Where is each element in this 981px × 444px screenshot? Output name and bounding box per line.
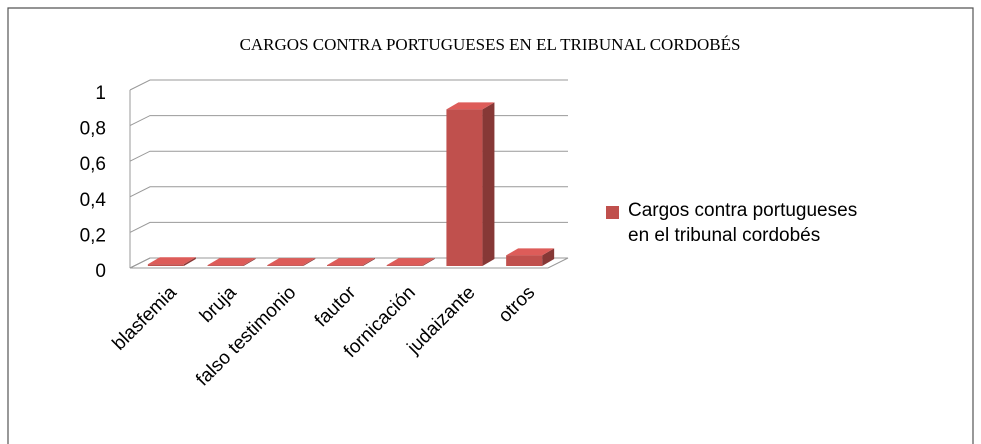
- bar: [446, 102, 495, 266]
- grid-line: [129, 186, 568, 198]
- y-tick-label: 0,4: [80, 190, 107, 211]
- x-tick-label: bruja: [196, 282, 241, 327]
- legend: Cargos contra portugueses en el tribunal…: [628, 200, 858, 246]
- bar-side: [363, 258, 375, 266]
- bar: [267, 258, 316, 266]
- bar-side: [243, 258, 256, 266]
- grid-line: [129, 221, 568, 233]
- bar-top: [267, 258, 316, 266]
- bar: [506, 248, 555, 266]
- bar-top: [506, 248, 555, 256]
- bar-side: [542, 248, 555, 266]
- bar: [327, 258, 375, 266]
- bar-front: [267, 265, 304, 266]
- y-tick-label: 0: [95, 261, 106, 282]
- bar: [386, 258, 435, 266]
- bar-side: [183, 257, 196, 266]
- grid-line: [129, 150, 568, 162]
- bar-front: [446, 109, 483, 266]
- legend-label: Cargos contra portugueses en el tribunal…: [628, 200, 858, 246]
- y-tick-label: 0,2: [80, 225, 106, 246]
- bar-side: [482, 102, 495, 266]
- y-tick-label: 0,8: [80, 119, 106, 140]
- bar-front: [327, 265, 363, 266]
- bar-top: [386, 258, 435, 266]
- bar-front: [147, 264, 184, 266]
- bar: [207, 258, 256, 266]
- y-tick-label: 1: [95, 83, 106, 104]
- bar-front: [207, 265, 244, 266]
- bar-front: [386, 265, 423, 266]
- grid-line: [129, 115, 568, 127]
- bar: [147, 257, 196, 266]
- legend-swatch: [606, 206, 619, 219]
- bar-side: [422, 258, 435, 266]
- chart-title: CARGOS CONTRA PORTUGUESES EN EL TRIBUNAL…: [240, 35, 741, 54]
- bar-side: [303, 258, 316, 266]
- y-tick-label: 0,6: [80, 154, 106, 175]
- bar-top: [446, 102, 495, 110]
- x-tick-label: otros: [495, 282, 540, 327]
- bar-top: [327, 258, 375, 266]
- bar-front: [506, 255, 543, 266]
- floor: [129, 257, 569, 269]
- x-tick-label: blasfemia: [109, 282, 182, 355]
- bar-top: [147, 257, 196, 265]
- frame: [7, 7, 974, 444]
- x-tick-label: fautor: [311, 282, 361, 332]
- grid-line: [129, 79, 568, 91]
- bar-top: [207, 258, 256, 266]
